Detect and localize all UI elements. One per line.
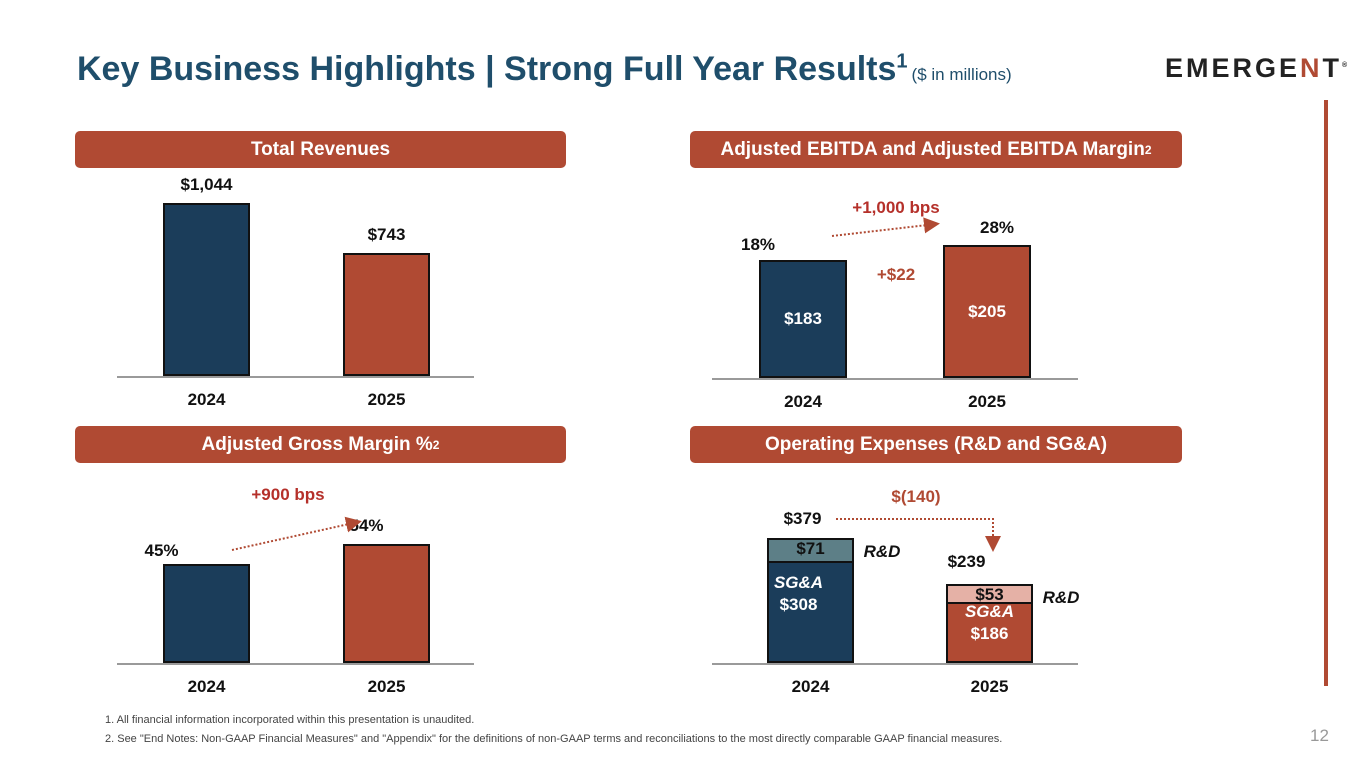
gross-margin-change-label: +900 bps xyxy=(251,485,325,504)
x-axis xyxy=(712,663,1078,665)
x-tick-label: 2024 xyxy=(187,677,226,696)
bar-2024 xyxy=(163,203,250,376)
x-tick-label: 2024 xyxy=(784,392,822,411)
margin-label: 28% xyxy=(979,218,1015,238)
panel-title: Adjusted EBITDA and Adjusted EBITDA Marg… xyxy=(720,138,1145,160)
sga-series-label: SG&A xyxy=(964,601,1015,621)
x-axis xyxy=(712,378,1078,380)
bar-sga-2025 xyxy=(946,601,1033,663)
bar-rd-2025 xyxy=(946,584,1033,604)
ebitda-margin-arrow xyxy=(831,217,940,237)
footnote-ref: 2 xyxy=(432,437,440,452)
page-number: 12 xyxy=(1310,726,1329,745)
opex-arrow xyxy=(836,518,1001,552)
margin-change-label: +1,000 bps xyxy=(852,198,940,217)
sga-value-label: $308 xyxy=(779,595,818,615)
margin-label: 18% xyxy=(740,234,776,254)
panel-title: Operating Expenses (R&D and SG&A) xyxy=(764,433,1108,455)
bar-rd-2024 xyxy=(767,537,854,564)
footnote-2: 2. See "End Notes: Non-GAAP Financial Me… xyxy=(105,733,1003,745)
bar-2025 xyxy=(343,252,430,376)
value-change-label: +$22 xyxy=(876,265,916,284)
gross-margin-arrow xyxy=(231,516,362,551)
total-label: $379 xyxy=(783,508,822,528)
x-tick-label: 2025 xyxy=(367,390,406,409)
panel-header-total-revenues: Total Revenues xyxy=(75,131,566,168)
x-tick-label: 2025 xyxy=(968,392,1006,411)
units-note: ($ in millions) xyxy=(911,65,1012,84)
data-label: 45% xyxy=(144,541,179,560)
rd-value-label: $53 xyxy=(975,585,1004,605)
footnote-1: 1. All financial information incorporate… xyxy=(105,714,475,726)
panel-header-operating-expenses: Operating Expenses (R&D and SG&A) xyxy=(690,426,1182,463)
total-label: $239 xyxy=(947,552,986,572)
sga-value-label: $186 xyxy=(970,623,1009,643)
x-tick-label: 2024 xyxy=(187,390,226,409)
bar-sga-2024 xyxy=(767,561,854,663)
emergent-logo: EMERGENT® xyxy=(1165,53,1351,83)
x-tick-label: 2025 xyxy=(970,677,1009,696)
title-footnote-ref: 1 xyxy=(896,50,908,73)
footnote-ref: 2 xyxy=(1144,142,1152,157)
accent-divider xyxy=(1324,100,1328,686)
rd-value-label: $71 xyxy=(796,538,825,558)
panel-title: Total Revenues xyxy=(250,138,391,160)
x-tick-label: 2024 xyxy=(791,677,830,696)
bar-2025 xyxy=(943,245,1031,378)
rd-series-label: R&D xyxy=(863,541,901,561)
data-label: $743 xyxy=(367,224,406,244)
data-label: $183 xyxy=(784,308,822,328)
data-label: $1,044 xyxy=(180,175,233,194)
x-axis xyxy=(117,376,474,378)
data-label: $205 xyxy=(968,301,1006,321)
x-tick-label: 2025 xyxy=(367,677,406,696)
panel-header-adjusted-ebitda: Adjusted EBITDA and Adjusted EBITDA Marg… xyxy=(690,131,1182,168)
panel-header-gross-margin: Adjusted Gross Margin % 2 xyxy=(75,426,566,463)
x-axis xyxy=(117,663,474,665)
title-text: Key Business Highlights | Strong Full Ye… xyxy=(77,50,897,88)
panel-title: Adjusted Gross Margin % xyxy=(201,433,433,455)
sga-series-label: SG&A xyxy=(773,573,824,593)
bar-2024 xyxy=(759,259,847,378)
bar-2024 xyxy=(163,564,250,663)
rd-series-label: R&D xyxy=(1042,588,1080,608)
opex-change-label: $(140) xyxy=(891,487,941,506)
page-title: Key Business Highlights | Strong Full Ye… xyxy=(77,50,1012,89)
bar-2025 xyxy=(343,544,430,663)
